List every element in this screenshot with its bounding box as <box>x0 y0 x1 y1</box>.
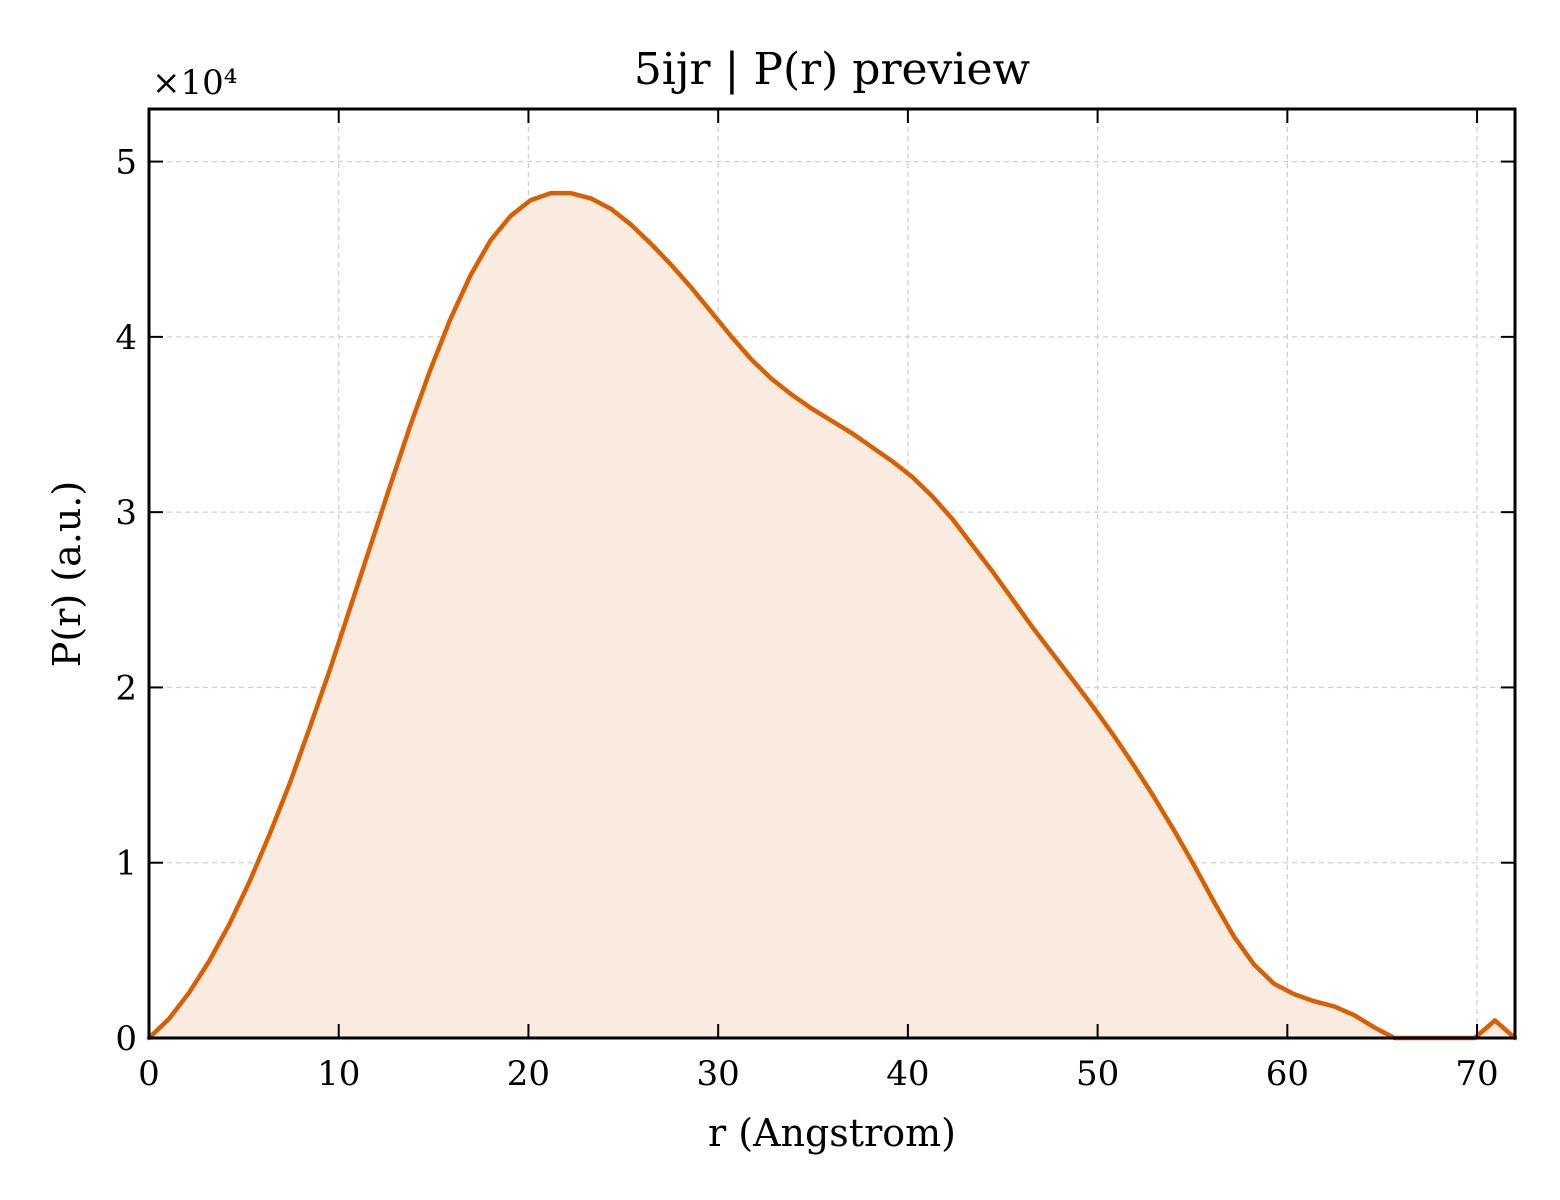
y-tick-label: 0 <box>115 1019 137 1059</box>
tick-labels: 0 10 20 30 40 50 60 70 0 1 2 3 4 5 <box>115 143 1498 1094</box>
y-tick-label: 3 <box>115 493 137 533</box>
y-multiplier-label: ×10⁴ <box>152 63 237 103</box>
x-tick-label: 0 <box>138 1054 160 1094</box>
x-tick-label: 50 <box>1076 1054 1119 1094</box>
axis-ticks <box>148 109 1515 1039</box>
x-tick-label: 60 <box>1266 1054 1309 1094</box>
x-tick-label: 70 <box>1455 1054 1498 1094</box>
y-tick-label: 4 <box>115 318 137 358</box>
chart-title: 5ijr | P(r) preview <box>634 44 1031 95</box>
pr-area-fill <box>149 193 1515 1038</box>
y-tick-label: 1 <box>115 844 137 884</box>
y-tick-label: 2 <box>115 668 137 708</box>
y-axis-label: P(r) (a.u.) <box>45 481 89 667</box>
pr-curve-line <box>146 190 1518 1041</box>
y-tick-label: 5 <box>115 143 137 183</box>
x-tick-label: 30 <box>697 1054 740 1094</box>
plot-frame <box>147 107 1517 1040</box>
x-axis-label: r (Angstrom) <box>708 1111 956 1155</box>
x-tick-label: 40 <box>886 1054 929 1094</box>
x-tick-label: 10 <box>317 1054 360 1094</box>
x-tick-label: 20 <box>507 1054 550 1094</box>
